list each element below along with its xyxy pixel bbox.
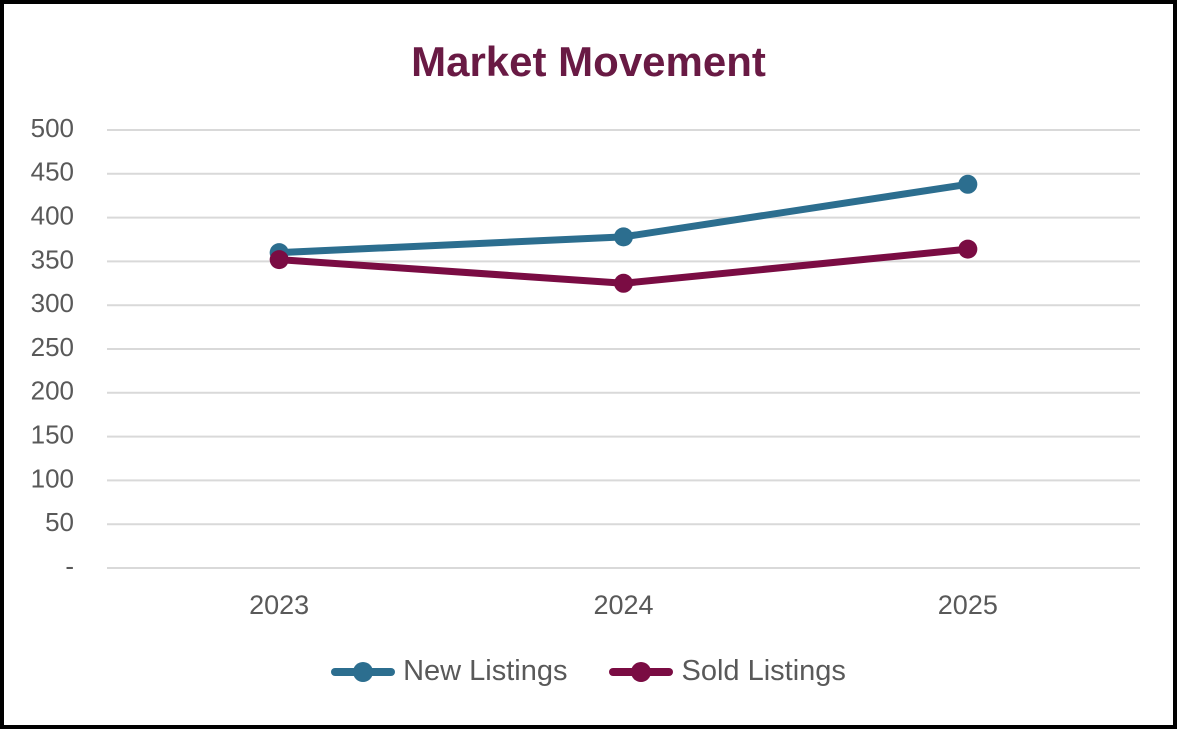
- legend: New Listings Sold Listings: [4, 655, 1173, 688]
- legend-label-sold-listings: Sold Listings: [681, 655, 846, 687]
- data-point-new-listings-2024: [614, 227, 633, 247]
- y-tick-label: 350: [31, 244, 74, 274]
- x-tick-label: 2023: [249, 590, 309, 620]
- y-tick-label: 400: [31, 200, 74, 230]
- legend-item-sold-listings: Sold Listings: [609, 655, 846, 688]
- legend-label-new-listings: New Listings: [403, 655, 568, 687]
- y-tick-label: 450: [31, 157, 74, 187]
- y-tick-label: 150: [31, 419, 74, 449]
- legend-item-new-listings: New Listings: [331, 655, 567, 688]
- y-tick-label: -: [65, 551, 74, 581]
- new-listings-line-marker-icon: [331, 661, 396, 682]
- data-point-new-listings-2025: [958, 174, 978, 194]
- y-tick-label: 300: [31, 288, 74, 318]
- y-tick-label: 500: [31, 113, 74, 143]
- x-tick-label: 2024: [593, 590, 653, 620]
- y-tick-label: 50: [45, 507, 74, 537]
- data-point-sold-listings-2024: [614, 273, 633, 293]
- y-tick-label: 100: [31, 463, 74, 493]
- chart-title: Market Movement: [411, 38, 766, 85]
- y-tick-label: 200: [31, 376, 74, 406]
- data-point-sold-listings-2023: [269, 250, 289, 270]
- sold-listings-line-marker-icon: [609, 661, 674, 682]
- x-tick-label: 2025: [938, 590, 998, 620]
- data-point-sold-listings-2025: [958, 239, 978, 259]
- y-tick-label: 250: [31, 332, 74, 362]
